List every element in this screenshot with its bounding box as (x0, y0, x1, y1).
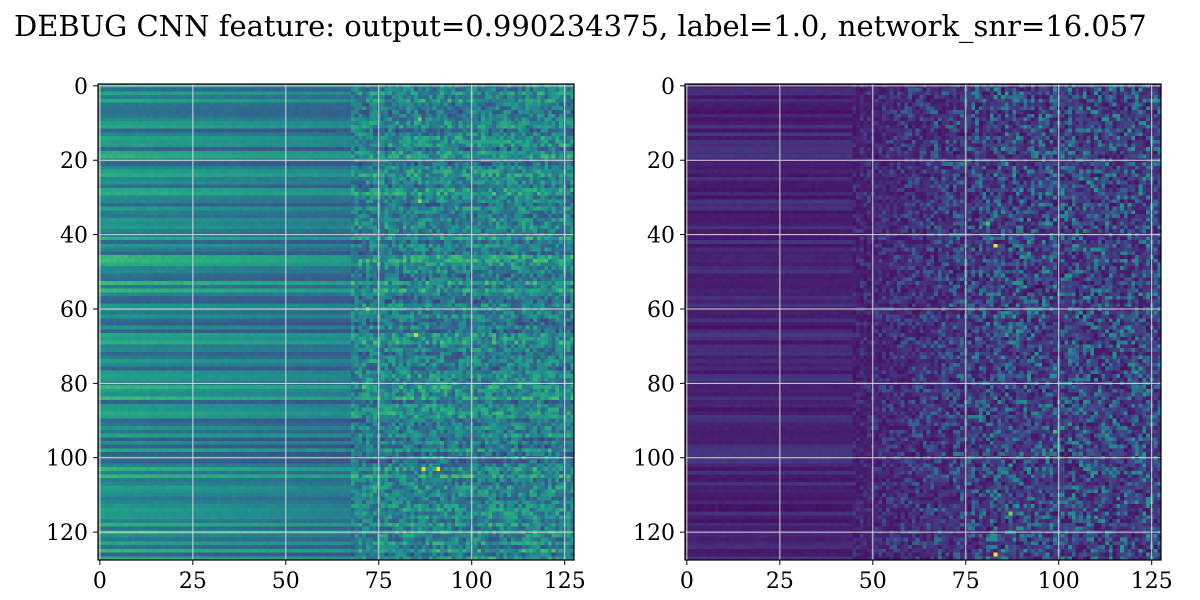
x-tick-label: 50 (859, 569, 887, 594)
x-tick-label: 125 (1131, 569, 1173, 594)
heatmap-panel-left: 0 25 50 75 100 125 0 20 40 60 80 100 120 (46, 75, 586, 594)
x-tick-label: 50 (272, 569, 300, 594)
x-tick-label: 0 (93, 569, 107, 594)
heatmap-panel-right: 0 25 50 75 100 125 0 20 40 60 80 100 120 (633, 75, 1173, 594)
y-tick-label: 40 (647, 224, 675, 249)
x-tick-label: 75 (365, 569, 393, 594)
y-tick-label: 60 (60, 298, 88, 323)
x-tick-label: 25 (179, 569, 207, 594)
x-tick-label: 100 (1038, 569, 1080, 594)
y-tick-label: 60 (647, 298, 675, 323)
x-tick-label: 25 (766, 569, 794, 594)
plot-frame (97, 83, 575, 561)
y-tick-label: 80 (60, 372, 88, 397)
y-tick-label: 0 (661, 75, 675, 100)
plot-frame (684, 83, 1162, 561)
heatmap-cells (685, 84, 1162, 561)
y-tick-label: 20 (647, 149, 675, 174)
heatmap-cells (98, 84, 575, 561)
y-tick-label: 80 (647, 372, 675, 397)
x-tick-label: 0 (680, 569, 694, 594)
x-tick-label: 100 (451, 569, 493, 594)
figure-title: DEBUG CNN feature: output=0.990234375, l… (0, 8, 1200, 44)
y-tick-label: 100 (46, 447, 88, 472)
y-tick-label: 120 (46, 521, 88, 546)
y-tick-label: 100 (633, 447, 675, 472)
y-tick-label: 20 (60, 149, 88, 174)
x-tick-label: 125 (544, 569, 586, 594)
y-tick-label: 120 (633, 521, 675, 546)
y-tick-label: 0 (74, 75, 88, 100)
y-tick-label: 40 (60, 224, 88, 249)
x-tick-label: 75 (952, 569, 980, 594)
